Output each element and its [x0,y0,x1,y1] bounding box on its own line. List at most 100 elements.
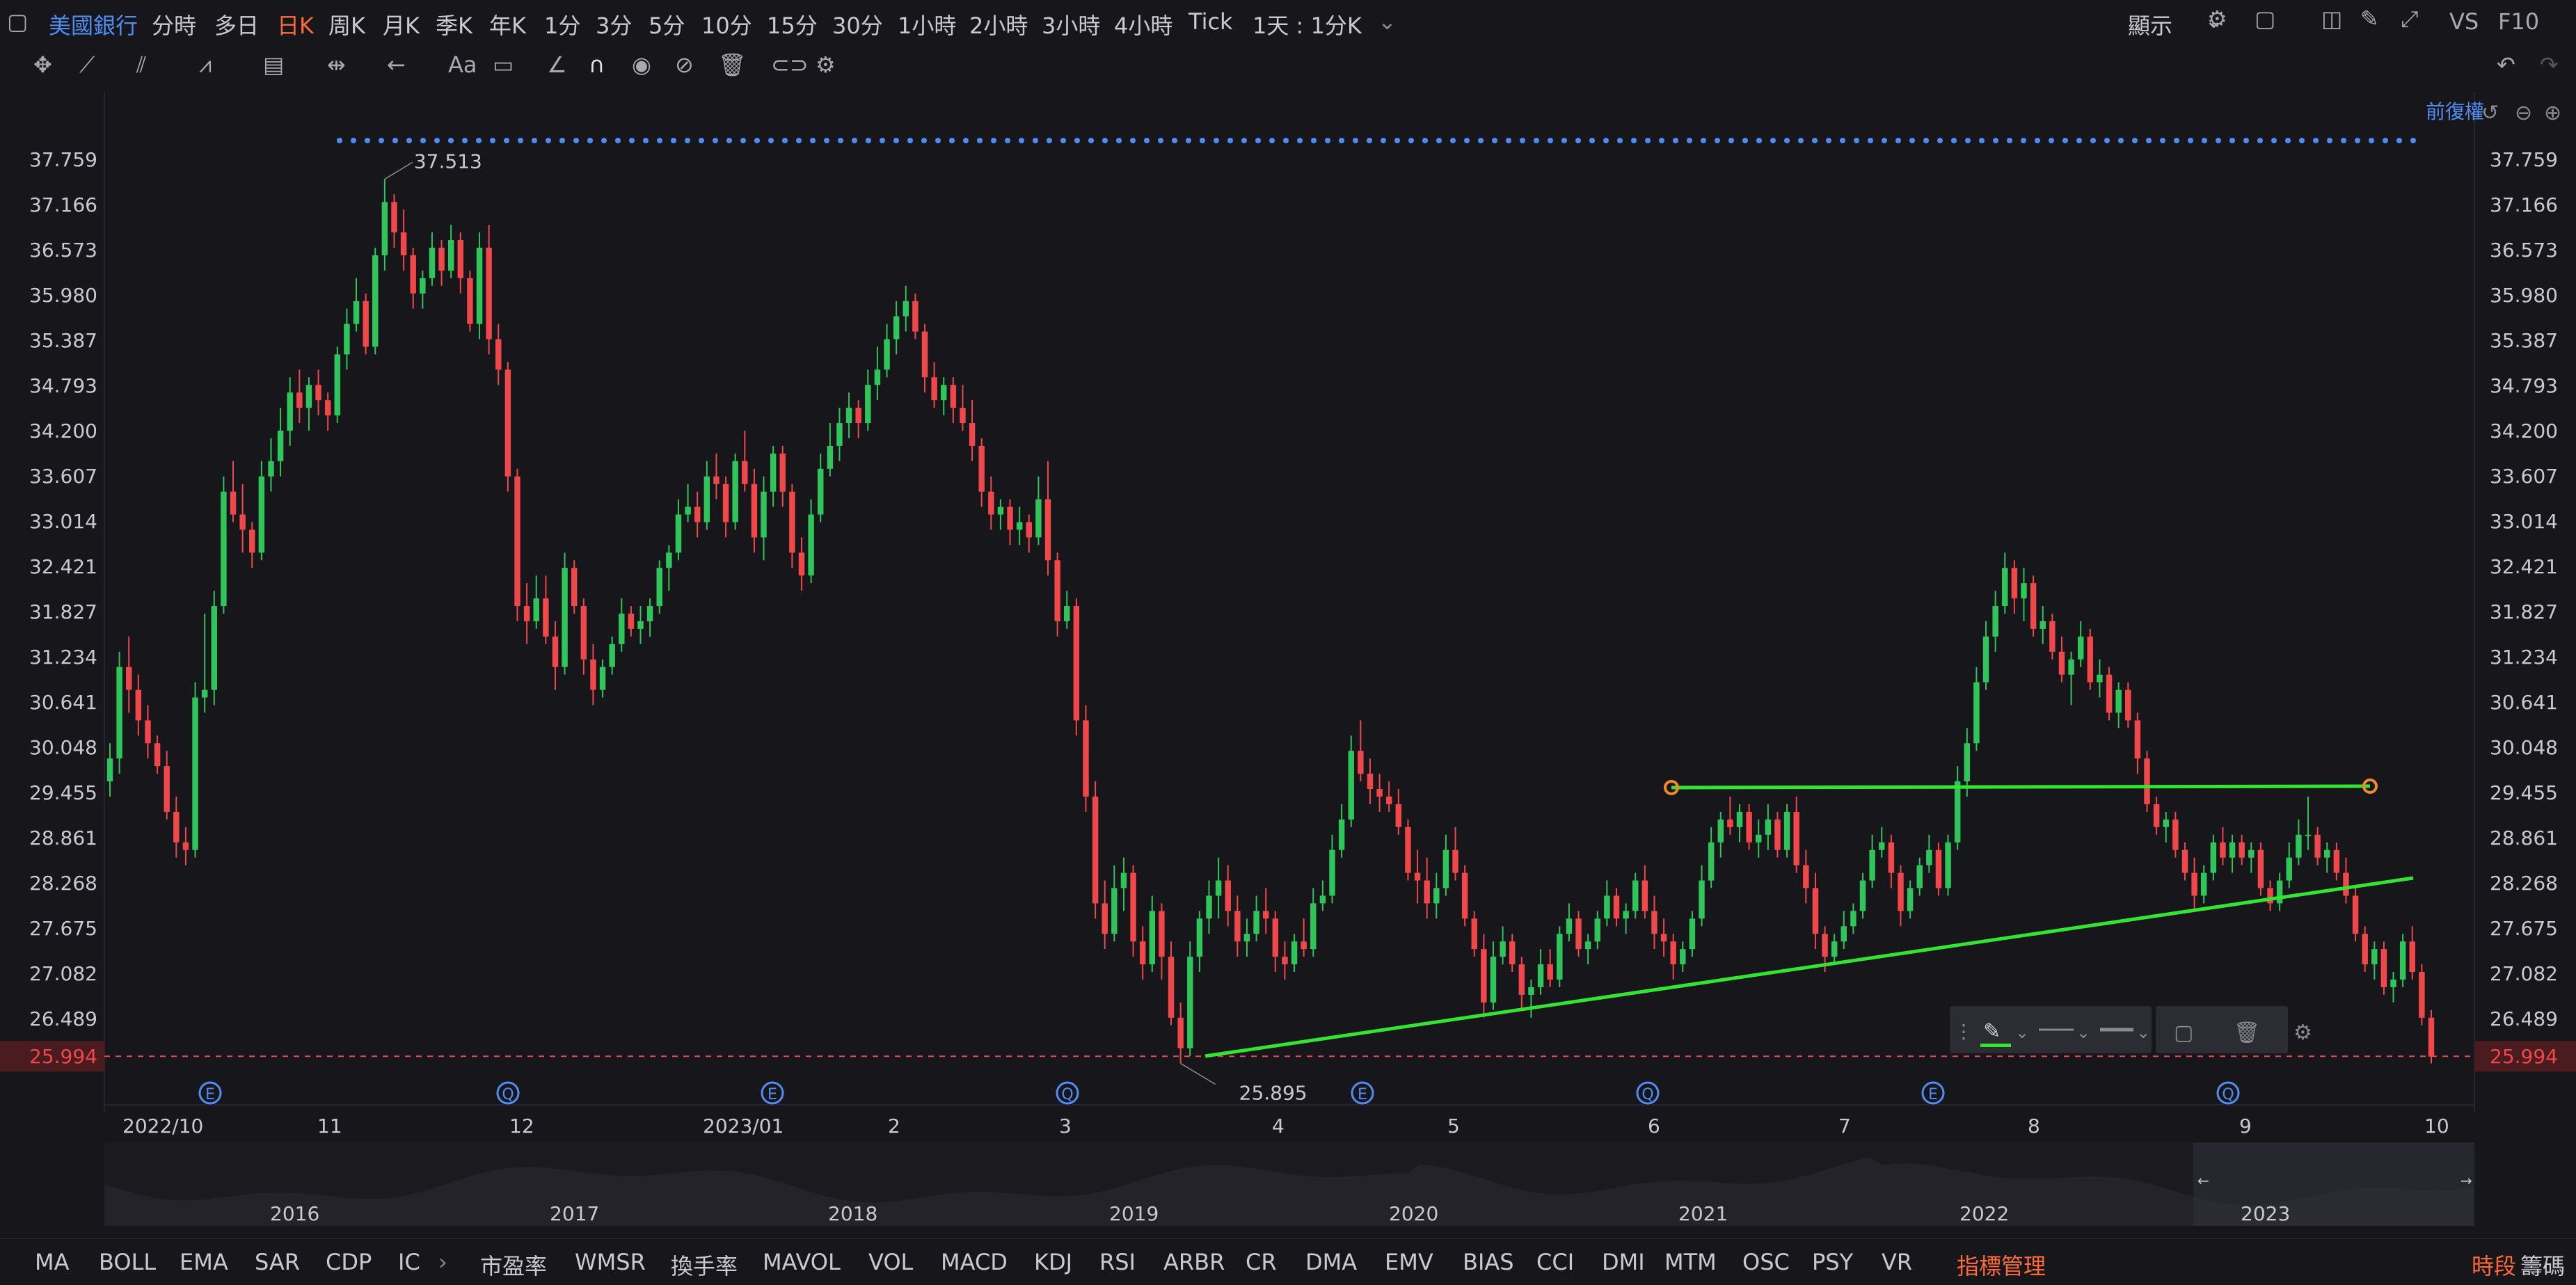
redo-icon[interactable]: ↷ [2540,51,2559,78]
reset-icon[interactable]: ↺ [2481,101,2499,125]
indicator-17[interactable]: EMV [1385,1249,1433,1275]
tf-4h[interactable]: 4小時 [1114,13,1173,39]
tf-1h[interactable]: 1小時 [898,13,957,39]
indicator-25[interactable]: 指標管理 [1957,1253,2046,1279]
indicator-6[interactable]: 市盈率 [480,1253,548,1279]
top-dot [2299,138,2305,143]
tab-chips[interactable]: 籌碼 [2520,1253,2566,1279]
draw-settings-icon[interactable]: ⚙ [816,51,836,78]
indicator-4[interactable]: CDP [326,1249,372,1275]
tf-jik[interactable]: 季K [436,13,472,39]
indicator-9[interactable]: MAVOL [763,1249,841,1275]
move-cross-icon[interactable]: ✥ [33,51,52,78]
indicator-0[interactable]: MA [35,1249,70,1275]
navigator-svg[interactable]: ← → 2016 2017 2018 2019 2020 2021 2022 2023 [104,1142,2474,1226]
range-select[interactable]: 1天 : 1分K [1253,13,1362,39]
tf-yuek[interactable]: 月K [383,13,420,39]
tf-3fen[interactable]: 3分 [596,13,633,39]
tf-2h[interactable]: 2小時 [969,13,1028,39]
adjust-label[interactable]: 前復權 [2426,100,2484,123]
indicator-1[interactable]: BOLL [99,1249,157,1275]
indicator-14[interactable]: ARBR [1163,1249,1225,1275]
angle-icon[interactable]: ∠ [547,51,567,78]
tf-rik[interactable]: 日K [277,13,314,39]
indicator-19[interactable]: CCI [1536,1249,1575,1275]
tf-1fen[interactable]: 1分 [544,13,581,39]
fullscreen-icon[interactable]: ⤢ [2401,6,2419,32]
indicator-8[interactable]: 換手率 [671,1253,738,1279]
indicator-11[interactable]: MACD [941,1249,1008,1275]
candle-body [1035,499,1042,538]
indicator-12[interactable]: KDJ [1034,1249,1073,1275]
indicator-22[interactable]: OSC [1742,1249,1790,1275]
link-icon[interactable]: ⊂⊃ [771,51,809,78]
indicator-24[interactable]: VR [1882,1249,1913,1275]
indicator-2[interactable]: EMA [180,1249,228,1275]
settings-gear-icon[interactable]: ⚙ [2207,6,2227,32]
indicator-10[interactable]: VOL [868,1249,914,1275]
comment-icon[interactable]: ▭ [493,51,514,78]
candle-body [221,491,227,607]
arrow-left-icon[interactable]: ← [387,51,406,78]
indicator-3[interactable]: SAR [255,1249,301,1275]
indicator-18[interactable]: BIAS [1463,1249,1514,1275]
measure-icon[interactable]: ⇹ [327,51,346,78]
tf-niank[interactable]: 年K [489,13,526,39]
f10-button[interactable]: F10 [2498,8,2540,35]
fib-icon[interactable]: ▤ [263,51,285,78]
undo-icon[interactable]: ↶ [2497,51,2515,78]
vs-button[interactable]: VS [2449,8,2479,35]
candle-body [1111,888,1118,934]
tab-session[interactable]: 時段 [2472,1253,2517,1279]
candle-body [1481,949,1487,1003]
candlestick-chart[interactable]: 37.759 37.166 36.573 35.980 35.387 34.793 34.2… [0,92,2576,1138]
tf-30fen[interactable]: 30分 [832,13,883,39]
top-dot [2021,138,2026,143]
indicator-16[interactable]: DMA [1305,1249,1358,1275]
candle-body [988,491,994,515]
top-dot [2257,138,2263,143]
text-icon[interactable]: Aa [448,51,477,78]
right-price-axis: 37.759 37.166 36.573 35.980 35.387 34.793 34.2… [2474,148,2576,1072]
channel-icon[interactable]: ⫽ [136,51,147,78]
tf-3h[interactable]: 3小時 [1042,13,1101,39]
candle-body [1092,797,1099,904]
top-dot [2271,138,2277,143]
tf-zhouk[interactable]: 周K [328,13,365,39]
eye-icon[interactable]: ◉ [632,51,651,78]
top-dot [2035,138,2040,143]
layout-icon[interactable]: ▢ [2255,6,2276,32]
top-dot [880,138,885,143]
tf-10fen[interactable]: 10分 [701,13,752,39]
tf-fenshi[interactable]: 分時 [152,13,197,39]
indicator-21[interactable]: MTM [1664,1249,1717,1275]
indicator-13[interactable]: RSI [1099,1249,1136,1275]
trash-icon[interactable]: 🗑 [718,51,747,78]
drawing-edit-toolbar[interactable]: ⋮ ✎ ⌄ ⌄ ⌄ ▢ 🗑 ⚙ [1950,1006,2312,1053]
indicator-5[interactable]: IC [398,1249,420,1275]
hide-icon[interactable]: ⊘ [675,51,694,78]
chart-svg[interactable]: 37.759 37.166 36.573 35.980 35.387 34.793 34.2… [0,92,2576,1138]
indicator-7[interactable]: WMSR [575,1249,646,1275]
pen-icon[interactable]: ✎ [2360,6,2379,32]
navigator[interactable]: ← → 2016 2017 2018 2019 2020 2021 2022 2023 [104,1142,2474,1226]
display-menu[interactable]: 顯示 [2128,13,2173,39]
tf-duori[interactable]: 多日 [214,13,260,39]
symbol-name[interactable]: 美國銀行 [49,13,138,39]
polyline-icon[interactable]: ⩘ [199,51,212,78]
indicator-20[interactable]: DMI [1602,1249,1645,1275]
tf-15fen[interactable]: 15分 [767,13,818,39]
camera-icon[interactable]: ◫ [2321,6,2343,32]
tf-5fen[interactable]: 5分 [649,13,685,39]
display-chevron-icon[interactable]: ⌄ [2204,7,2223,33]
indicator-15[interactable]: CR [1246,1249,1277,1275]
trendline-icon[interactable]: ⟋ [79,51,95,78]
chevron-down-icon[interactable]: ⌄ [1378,8,1397,35]
tf-tick[interactable]: Tick [1188,8,1233,35]
magnet-icon[interactable]: ∩ [589,51,605,78]
zoom-in-icon[interactable]: ⊕ [2544,101,2561,125]
indicator-23[interactable]: PSY [1812,1249,1854,1275]
zoom-out-icon[interactable]: ⊖ [2515,101,2532,125]
chevron-right-icon[interactable]: › [438,1249,447,1275]
sidebar-toggle-icon[interactable]: ▢ [7,8,29,35]
